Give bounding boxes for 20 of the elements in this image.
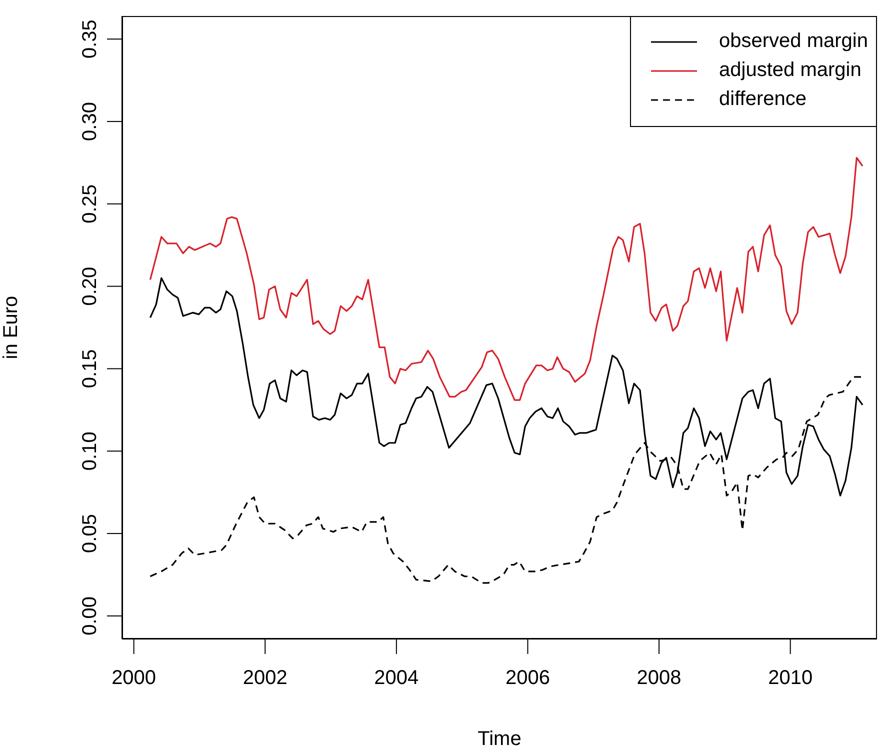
x-tick-label: 2010: [768, 667, 813, 689]
y-tick-label: 0.20: [79, 266, 101, 306]
legend-label: difference: [719, 87, 807, 112]
x-tick-label: 2004: [374, 667, 419, 689]
y-tick-label: 0.30: [79, 102, 101, 141]
x-axis-title: Time: [478, 728, 522, 750]
y-tick-label: 0.05: [79, 514, 101, 553]
line-series: [149, 156, 864, 401]
y-tick-label: 0.10: [79, 432, 101, 471]
x-tick-label: 2008: [636, 667, 682, 689]
legend-label: adjusted margin: [719, 58, 862, 83]
y-tick-label: 0.00: [79, 596, 101, 636]
y-tick-label: 0.15: [79, 349, 101, 388]
x-tick-label: 2002: [242, 667, 288, 689]
y-tick-label: 0.25: [79, 184, 101, 224]
x-tick-label: 2006: [505, 667, 550, 689]
legend-label: observed margin: [719, 29, 868, 54]
y-axis-title: in Euro: [0, 296, 22, 360]
y-tick-label: 0.35: [79, 20, 101, 59]
x-tick-label: 2000: [112, 667, 156, 689]
